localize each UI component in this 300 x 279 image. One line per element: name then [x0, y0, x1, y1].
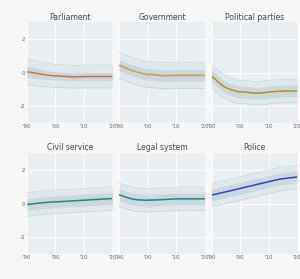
Title: Police: Police [243, 143, 266, 152]
Title: Political parties: Political parties [225, 13, 284, 21]
Title: Civil service: Civil service [46, 143, 93, 152]
Title: Legal system: Legal system [137, 143, 187, 152]
Title: Parliament: Parliament [49, 13, 91, 21]
Title: Government: Government [138, 13, 186, 21]
